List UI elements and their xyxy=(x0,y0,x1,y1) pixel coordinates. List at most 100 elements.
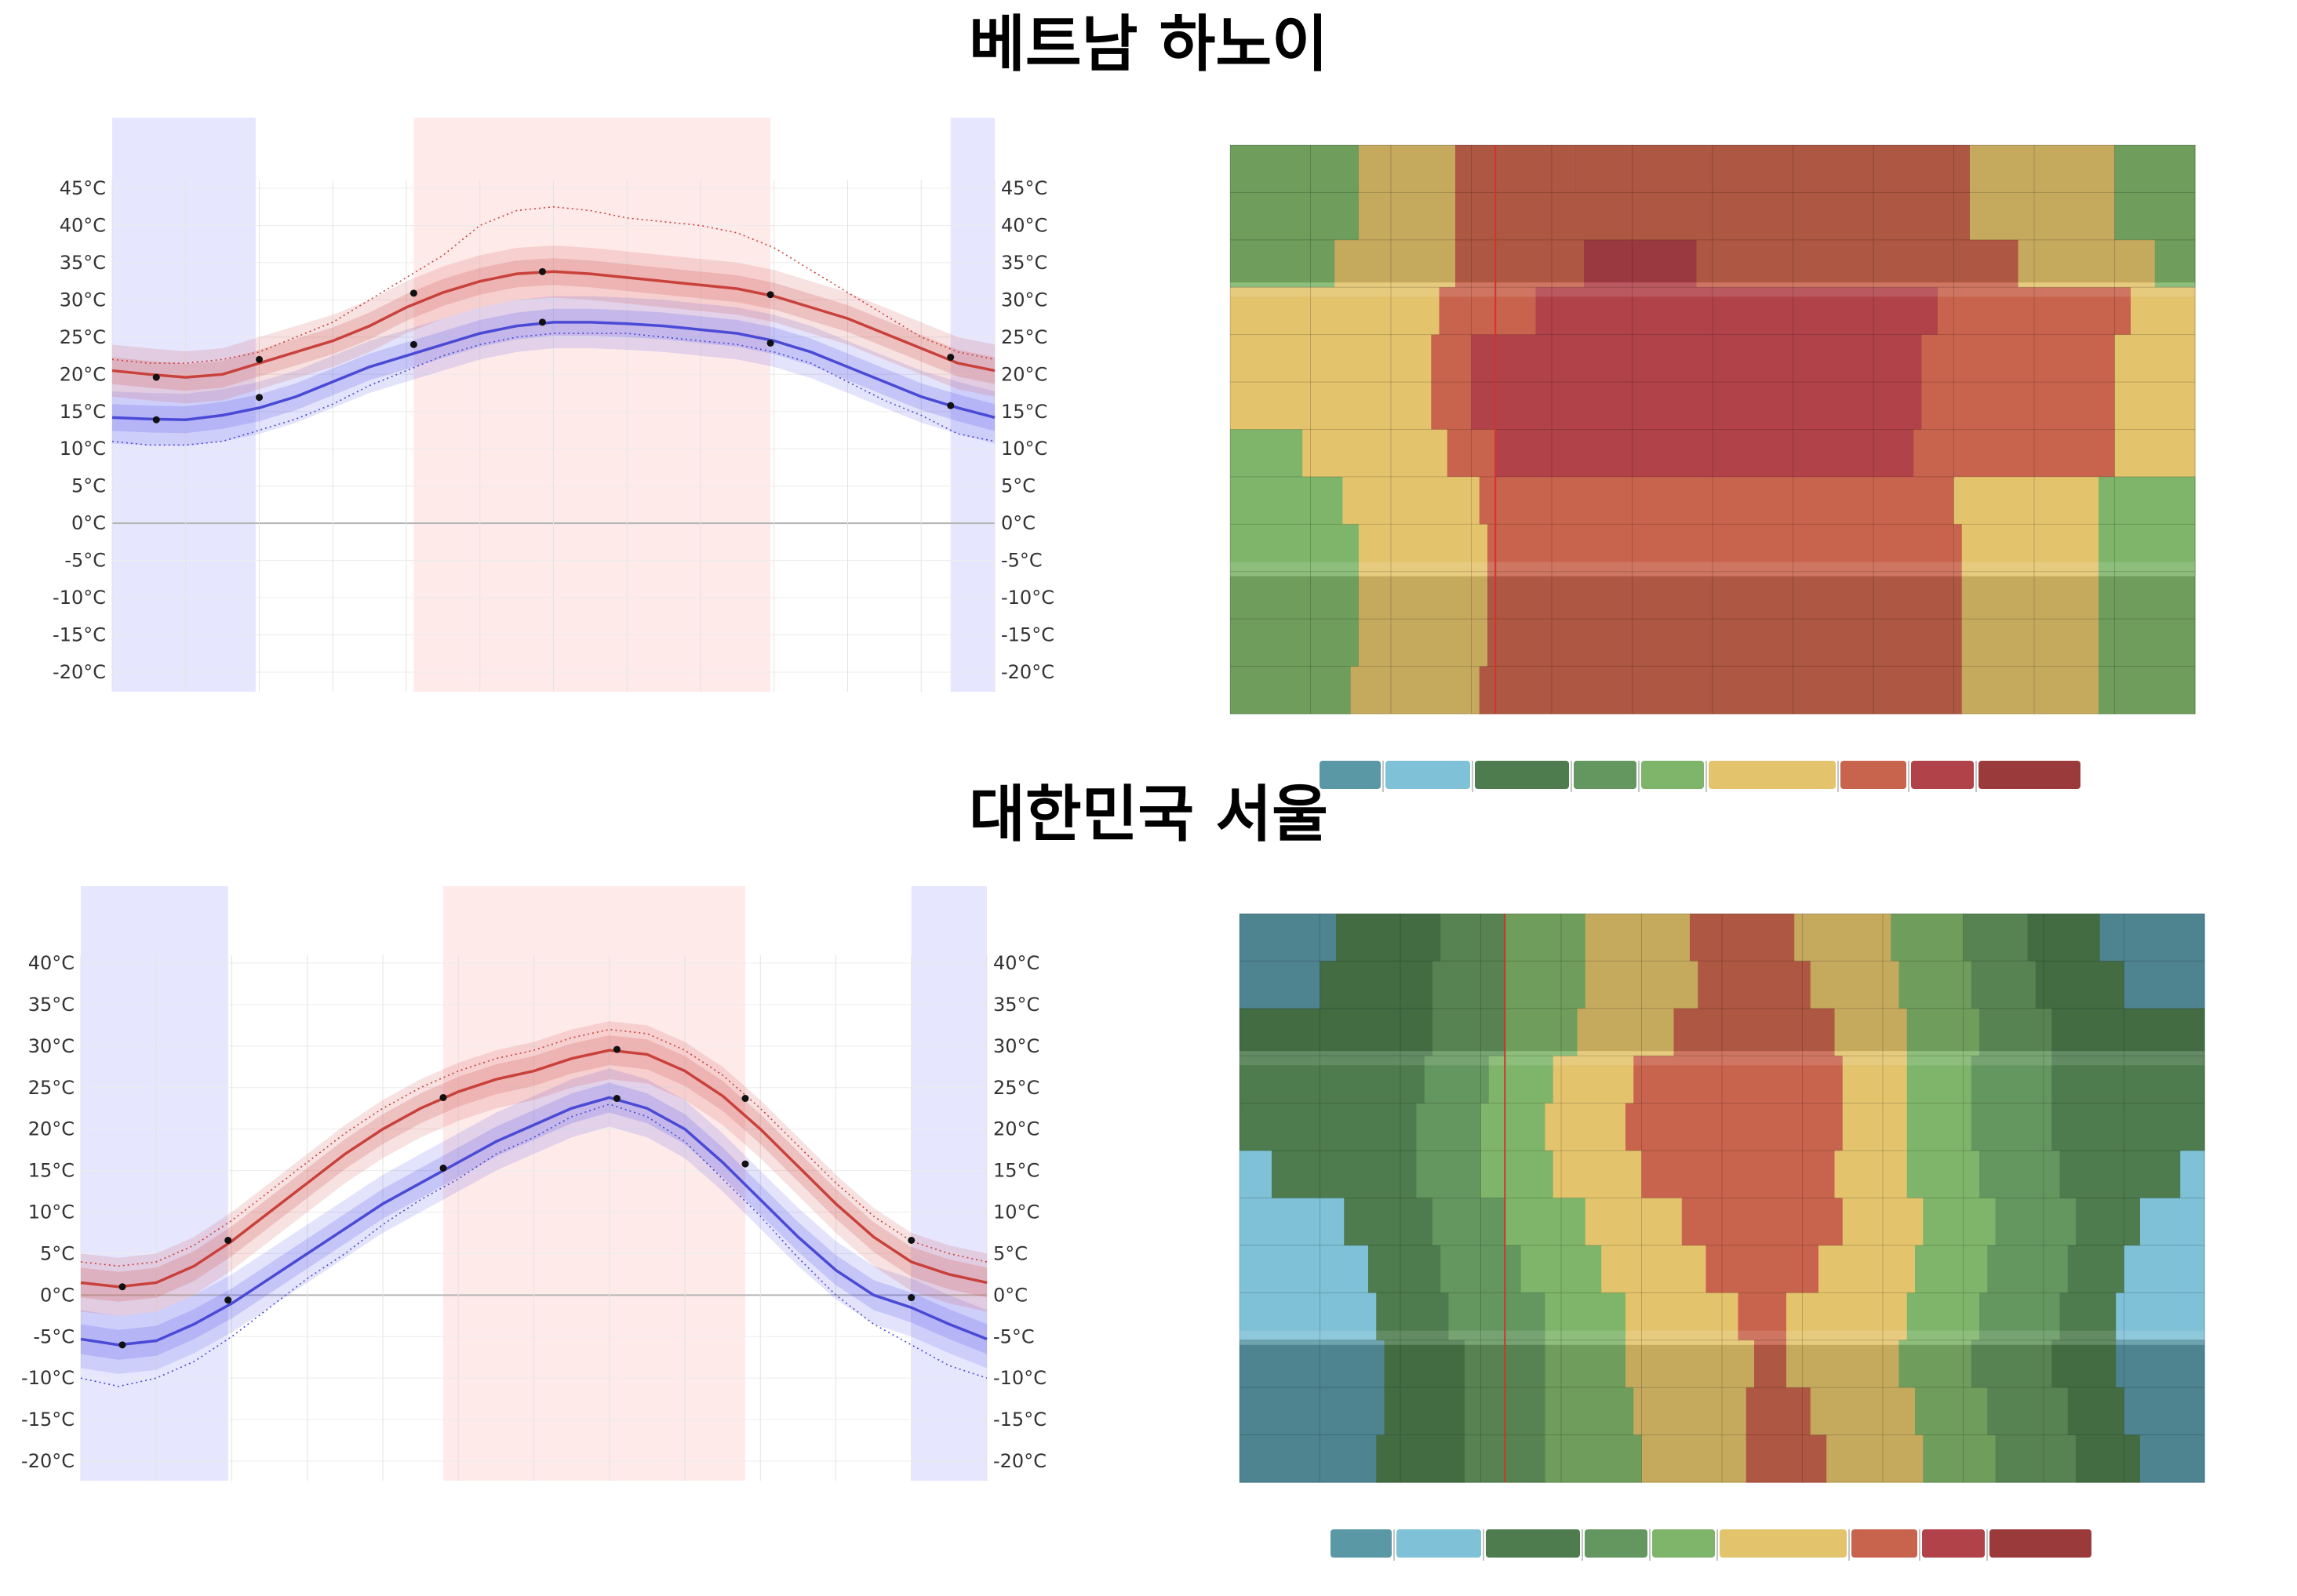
heatmap-cell xyxy=(1230,429,1303,478)
heatmap-cell xyxy=(1641,1434,1747,1483)
annotation-dot xyxy=(613,1045,621,1053)
heatmap-cell xyxy=(1915,1387,1988,1436)
heatmap-cell xyxy=(1471,334,1923,383)
heatmap-cell xyxy=(1971,961,2037,1009)
heatmap-cell xyxy=(1923,1198,1997,1246)
heatmap-cell xyxy=(1898,1340,1972,1388)
heatmap-cell xyxy=(1488,1056,1554,1104)
heatmap-cell xyxy=(1334,239,1456,288)
heatmap-cell xyxy=(1302,429,1448,478)
y-tick-left: 35°C xyxy=(28,994,75,1016)
heatmap-cell xyxy=(2076,1434,2141,1483)
heatmap-cell xyxy=(1970,145,2116,194)
legend-swatch xyxy=(1320,761,1381,789)
heatmap-cell xyxy=(1230,476,1344,525)
heatmap-cell xyxy=(1432,1008,1505,1056)
low-temperature-line xyxy=(111,321,996,421)
heatmap-cell xyxy=(1240,961,1321,1009)
legend-swatch xyxy=(1840,761,1906,789)
heatmap-cell xyxy=(2154,239,2196,288)
heatmap-cell xyxy=(1240,1292,1377,1341)
annotation-dot xyxy=(947,402,955,409)
y-tick-left: 20°C xyxy=(28,1118,75,1140)
low-band-inner xyxy=(81,1082,987,1360)
heatmap-cell xyxy=(1455,145,1577,194)
legend-swatch xyxy=(1720,1529,1847,1558)
heatmap-cell xyxy=(1738,1292,1787,1341)
heatmap-cell xyxy=(1480,1103,1546,1151)
heatmap-cell xyxy=(2140,1434,2205,1483)
heatmap-cell xyxy=(1384,1387,1465,1436)
twilight-band xyxy=(1240,1330,2204,1345)
annotation-dot xyxy=(439,1093,447,1101)
heatmap-cell xyxy=(1810,961,1900,1009)
heatmap-cell xyxy=(1505,1198,1586,1246)
heatmap-cell xyxy=(1746,1434,1827,1483)
heatmap-cell xyxy=(1240,1340,1385,1388)
heatmap-cell xyxy=(2076,1198,2141,1246)
hanoi-title: 베트남 하노이 xyxy=(969,9,1328,80)
y-tick-left: 40°C xyxy=(28,952,75,974)
y-tick-left: -5°C xyxy=(33,1325,75,1347)
annotation-dot xyxy=(908,1236,916,1244)
heatmap-cell xyxy=(2180,1151,2205,1199)
y-tick-right: 0°C xyxy=(993,1284,1028,1306)
seoul-temperature-chart: 40°C 40°C 35°C 35°C 30°C 30°C 25°C 25°C 20°C 20°C… xyxy=(21,886,1047,1481)
annotation-dot xyxy=(741,1095,749,1103)
twilight-band xyxy=(1240,1051,2204,1066)
y-tick-left: -20°C xyxy=(21,1450,75,1472)
heatmap-cell xyxy=(2124,1245,2205,1293)
heatmap-cell xyxy=(1376,1292,1450,1341)
heatmap-cell xyxy=(1601,1245,1707,1293)
heatmap-cell xyxy=(2099,571,2196,620)
hanoi-hourly-heatmap xyxy=(1229,144,2196,792)
heatmap-cell xyxy=(1359,145,1456,194)
y-tick-right: 10°C xyxy=(993,1202,1039,1223)
y-tick-right: 30°C xyxy=(993,1035,1039,1057)
season-band xyxy=(112,118,256,692)
heatmap-cell xyxy=(1480,1151,1554,1199)
y-tick-right: 0°C xyxy=(1001,512,1036,534)
heatmap-cell xyxy=(2035,961,2125,1009)
heatmap-cell xyxy=(1633,1056,1844,1104)
heatmap-cell xyxy=(2018,239,2156,288)
heatmap-cell xyxy=(1585,914,1691,962)
heatmap-cell xyxy=(1971,1103,2052,1151)
y-tick-left: 5°C xyxy=(40,1242,75,1264)
y-tick-right: 15°C xyxy=(993,1160,1039,1182)
legend-swatch xyxy=(1652,1529,1715,1558)
y-tick-right: 30°C xyxy=(1001,289,1047,311)
heatmap-cell xyxy=(2099,666,2196,714)
heatmap-cell xyxy=(1971,1340,2052,1388)
heatmap-cell xyxy=(2114,334,2196,383)
heatmap-cell xyxy=(1359,571,1488,620)
heatmap-cell xyxy=(1359,192,1456,241)
heatmap-cell xyxy=(1447,429,1496,478)
annotation-dot xyxy=(613,1095,621,1103)
season-band xyxy=(443,886,745,1481)
heatmap-cell xyxy=(1577,1008,1675,1056)
heatmap-cell xyxy=(1746,1387,1811,1436)
legend-swatch xyxy=(1911,761,1974,789)
heatmap-cell xyxy=(1842,1198,1924,1246)
y-tick-right: -10°C xyxy=(1001,587,1054,609)
y-tick-right: -15°C xyxy=(993,1409,1047,1431)
legend-swatch xyxy=(1978,761,2080,789)
heatmap-cell xyxy=(1416,1103,1482,1151)
heatmap-cell xyxy=(1585,961,1698,1009)
heatmap-cell xyxy=(1794,914,1891,962)
annotation-dot xyxy=(256,355,263,363)
heatmap-cell xyxy=(1455,192,1577,241)
heatmap-cell xyxy=(1455,239,1585,288)
heatmap-cell xyxy=(2124,961,2205,1009)
heatmap-cell xyxy=(1834,1151,1908,1199)
heatmap-cell xyxy=(1471,382,1923,431)
y-tick-left: -10°C xyxy=(21,1367,75,1389)
heatmap-cell xyxy=(1696,239,2019,288)
annotation-dot xyxy=(152,416,160,424)
heatmap-cell xyxy=(2027,914,2101,962)
seoul-title: 대한민국 서울 xyxy=(969,780,1328,850)
heatmap-cell xyxy=(1230,145,1360,194)
heatmap-cell xyxy=(1961,571,2099,620)
y-tick-left: -15°C xyxy=(21,1409,75,1431)
